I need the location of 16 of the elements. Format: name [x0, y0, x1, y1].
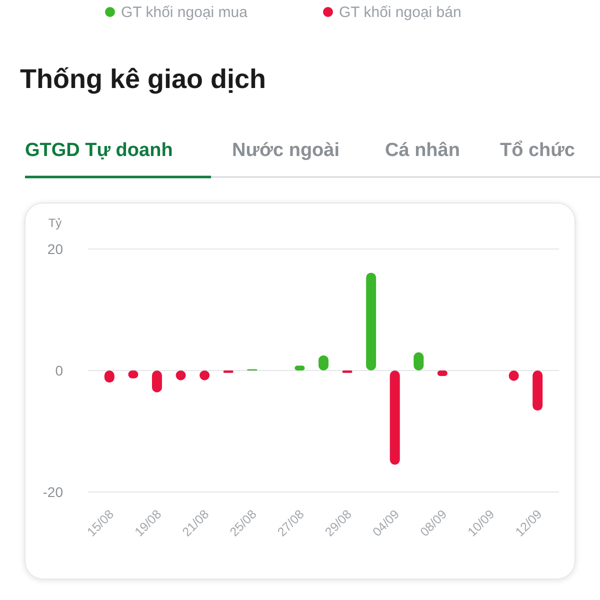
bar [366, 272, 376, 370]
y-axis-title: Tỷ [48, 216, 62, 230]
text: Cá nhân [385, 140, 460, 161]
y-tick-label: 0 [55, 362, 64, 378]
text: GT khối ngoại mua [121, 4, 248, 21]
text: Tổ chức [500, 140, 576, 161]
y-tick-label: -20 [42, 484, 64, 500]
y-tick-label: 20 [47, 240, 64, 257]
chart-title: Thống kê giao dịch [20, 64, 266, 94]
bar [152, 370, 162, 392]
text: GTGD Tự doanh [25, 140, 173, 161]
bar [532, 370, 543, 411]
text: GT khối ngoại bán [339, 4, 462, 21]
text: Nước ngoài [232, 140, 340, 161]
bar [390, 370, 400, 465]
bar [294, 366, 305, 370]
